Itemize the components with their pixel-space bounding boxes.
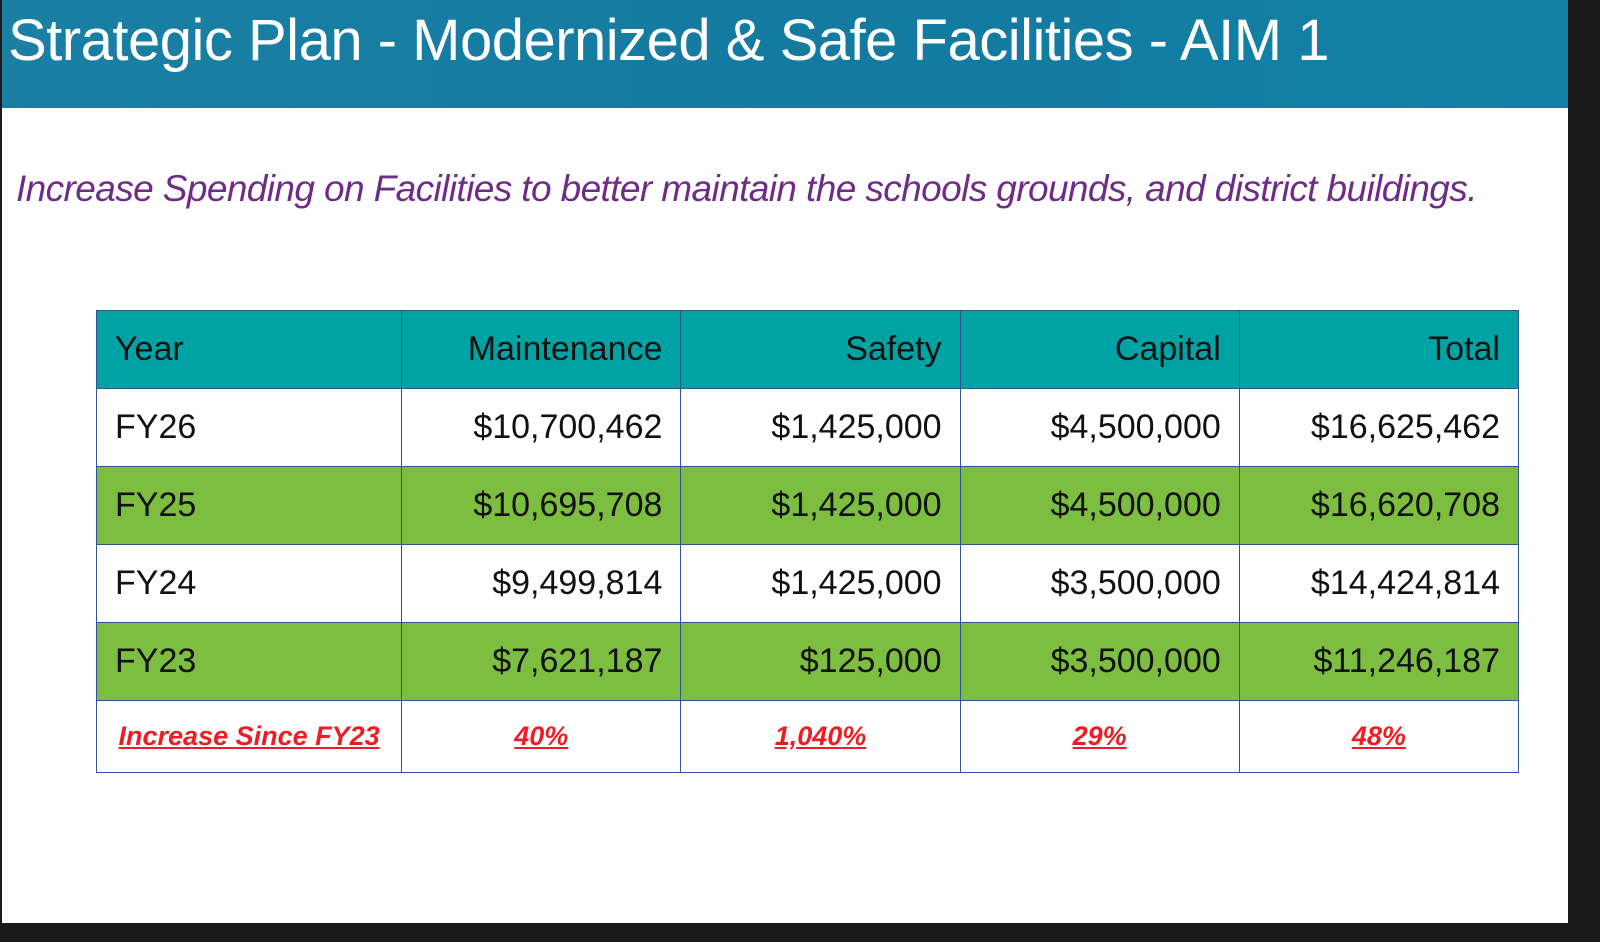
header-capital: Capital xyxy=(959,310,1240,389)
increase-total: 48% xyxy=(1238,700,1520,773)
table-row: FY24 $9,499,814 $1,425,000 $3,500,000 $1… xyxy=(95,544,1520,623)
cell-total: $16,625,462 xyxy=(1238,388,1520,467)
cell-maintenance: $10,700,462 xyxy=(401,388,682,467)
cell-total: $11,246,187 xyxy=(1238,622,1520,701)
cell-year: FY23 xyxy=(95,622,403,701)
cell-safety: $1,425,000 xyxy=(680,544,961,623)
cell-year: FY25 xyxy=(95,466,403,545)
table-row: FY23 $7,621,187 $125,000 $3,500,000 $11,… xyxy=(95,622,1520,701)
cell-total: $16,620,708 xyxy=(1238,466,1520,545)
table-row: FY25 $10,695,708 $1,425,000 $4,500,000 $… xyxy=(95,466,1520,545)
cell-safety: $1,425,000 xyxy=(680,466,961,545)
increase-capital: 29% xyxy=(959,700,1240,773)
facilities-spending-table: Year Maintenance Safety Capital Total FY… xyxy=(95,310,1520,773)
cell-capital: $3,500,000 xyxy=(959,544,1240,623)
header-year: Year xyxy=(95,310,403,389)
slide-title: Strategic Plan - Modernized & Safe Facil… xyxy=(8,8,1329,73)
table-header-row: Year Maintenance Safety Capital Total xyxy=(95,310,1520,389)
cell-safety: $1,425,000 xyxy=(680,388,961,467)
cell-maintenance: $9,499,814 xyxy=(401,544,682,623)
cell-year: FY24 xyxy=(95,544,403,623)
increase-row: Increase Since FY23 40% 1,040% 29% 48% xyxy=(95,700,1520,773)
cell-capital: $4,500,000 xyxy=(959,466,1240,545)
increase-label: Increase Since FY23 xyxy=(95,700,403,773)
header-total: Total xyxy=(1238,310,1520,389)
increase-safety: 1,040% xyxy=(680,700,961,773)
cell-maintenance: $10,695,708 xyxy=(401,466,682,545)
increase-maintenance: 40% xyxy=(401,700,682,773)
cell-total: $14,424,814 xyxy=(1238,544,1520,623)
slide: Strategic Plan - Modernized & Safe Facil… xyxy=(2,0,1568,923)
cell-capital: $3,500,000 xyxy=(959,622,1240,701)
header-maintenance: Maintenance xyxy=(401,310,682,389)
header-safety: Safety xyxy=(680,310,961,389)
title-bar: Strategic Plan - Modernized & Safe Facil… xyxy=(2,0,1568,108)
table-row: FY26 $10,700,462 $1,425,000 $4,500,000 $… xyxy=(95,388,1520,467)
slide-subtitle: Increase Spending on Facilities to bette… xyxy=(16,168,1477,209)
cell-capital: $4,500,000 xyxy=(959,388,1240,467)
cell-safety: $125,000 xyxy=(680,622,961,701)
cell-year: FY26 xyxy=(95,388,403,467)
cell-maintenance: $7,621,187 xyxy=(401,622,682,701)
